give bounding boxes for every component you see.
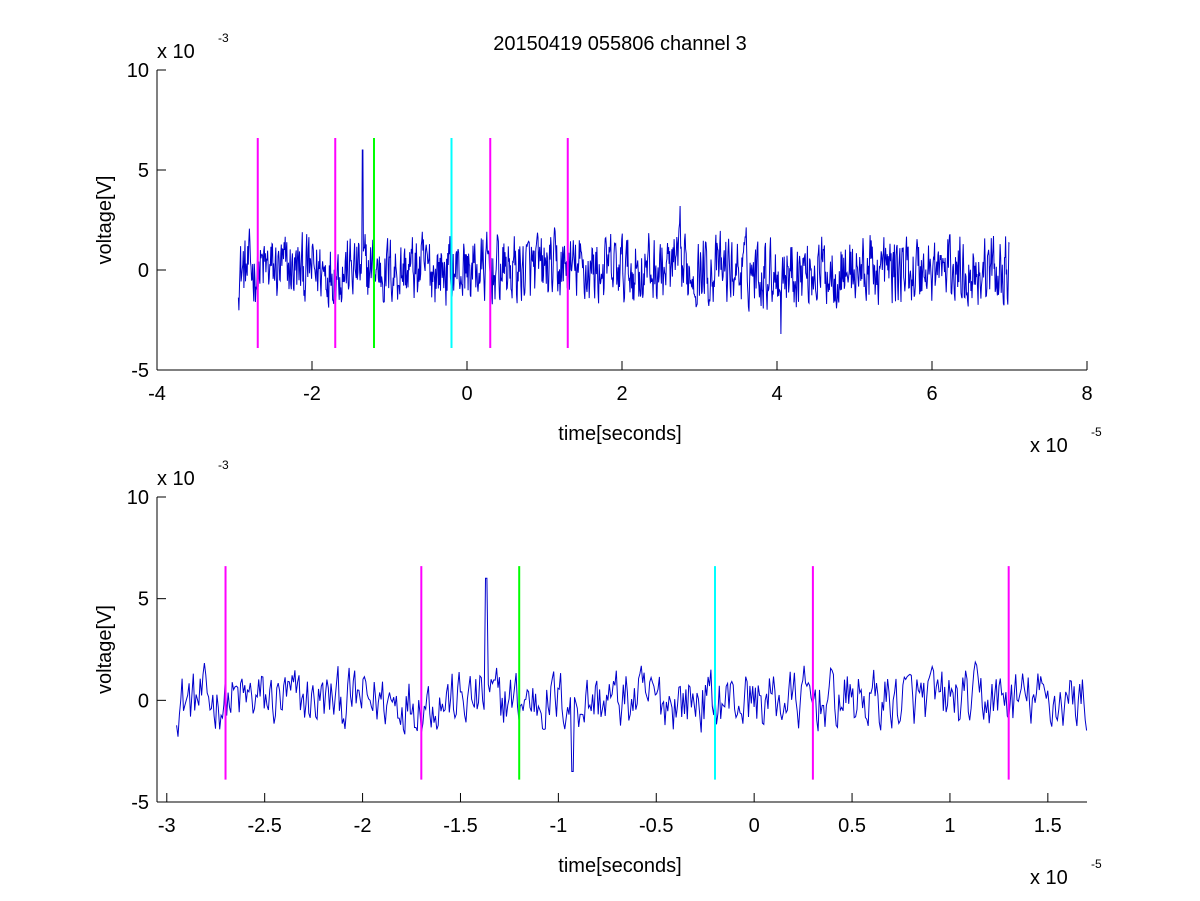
x-tick-label: 8: [1081, 383, 1092, 405]
x-tick-label: -0.5: [639, 815, 673, 837]
y-exponent-label: x 10: [157, 41, 195, 63]
x-tick-label: 2: [616, 383, 627, 405]
y-tick-label: -5: [131, 792, 149, 814]
x-tick-label: -2.5: [247, 815, 281, 837]
x-tick-label: -4: [148, 383, 166, 405]
x-exponent-value: -5: [1091, 425, 1102, 439]
x-tick-label: 0.5: [838, 815, 866, 837]
x-tick-label: 4: [771, 383, 782, 405]
x-tick-label: -1.5: [443, 815, 477, 837]
y-exponent-value: -3: [218, 31, 229, 45]
x-tick-label: -3: [158, 815, 176, 837]
y-exponent-label: x 10: [157, 468, 195, 490]
x-tick-label: -2: [303, 383, 321, 405]
x-exponent-value: -5: [1091, 857, 1102, 871]
x-tick-label: 0: [461, 383, 472, 405]
x-tick-label: -1: [549, 815, 567, 837]
y-exponent-value: -3: [218, 458, 229, 472]
y-tick-label: 10: [127, 487, 149, 509]
y-axis-label: voltage[V]: [94, 605, 116, 694]
x-tick-label: 1.5: [1034, 815, 1062, 837]
x-exponent-label: x 10: [1030, 867, 1068, 889]
signal-trace-line: [237, 149, 1010, 335]
x-tick-label: 6: [926, 383, 937, 405]
y-axis-label: voltage[V]: [94, 176, 116, 265]
y-tick-label: -5: [131, 360, 149, 382]
x-axis-label: time[seconds]: [558, 855, 681, 877]
y-tick-label: 10: [127, 60, 149, 82]
y-tick-label: 5: [138, 160, 149, 182]
x-axis-label: time[seconds]: [558, 423, 681, 445]
y-tick-label: 0: [138, 690, 149, 712]
bottom-subplot: -3 -2.5 -2 -1.5 -1 -0.5 0 0.5 1 1.5 -5 0 5 10 time[sec…: [94, 458, 1102, 889]
x-tick-label: -2: [354, 815, 372, 837]
y-tick-label: 0: [138, 260, 149, 282]
x-tick-label: 0: [749, 815, 760, 837]
x-exponent-label: x 10: [1030, 435, 1068, 457]
signal-trace-line: [176, 577, 1088, 772]
x-tick-label: 1: [944, 815, 955, 837]
top-subplot: -4 -2 0 2 4 6 8 -5 0 5 10 time[seconds] voltage[V] x …: [94, 31, 1102, 457]
y-tick-label: 5: [138, 589, 149, 611]
figure-title: 20150419 055806 channel 3: [493, 33, 747, 55]
